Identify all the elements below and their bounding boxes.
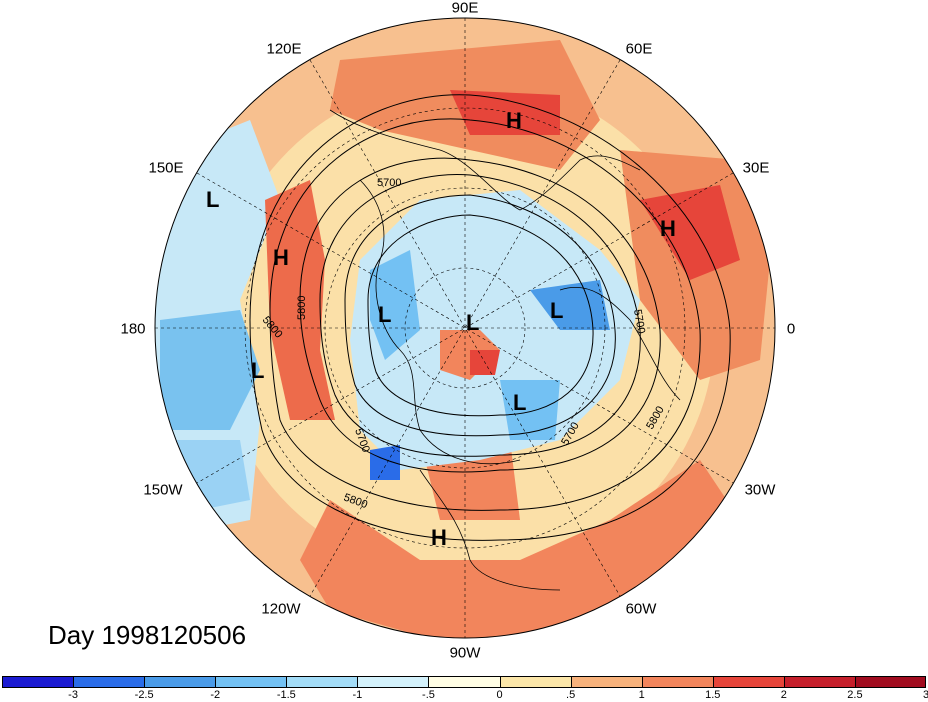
colorbar-segment — [499, 676, 571, 688]
colorbar-segment — [854, 676, 926, 688]
high-marker: H — [431, 525, 447, 550]
colorbar-tick-label: 0 — [496, 689, 503, 701]
colorbar-tick-label: -1 — [352, 689, 363, 701]
low-marker: L — [206, 187, 219, 212]
high-marker: H — [273, 245, 289, 270]
contour-label: 5800 — [296, 296, 308, 320]
high-marker: H — [506, 108, 522, 133]
high-marker: H — [660, 216, 676, 241]
colorbar-segment — [712, 676, 784, 688]
colorbar-tick-label: 2 — [780, 689, 787, 701]
colorbar-segment — [286, 676, 358, 688]
contour-label: 5700 — [631, 308, 647, 334]
lon-label-30e: 30E — [742, 159, 770, 177]
contour-label: 5700 — [377, 177, 401, 189]
colorbar-segment — [428, 676, 500, 688]
colorbar-tick-label: -3 — [68, 689, 78, 701]
colorbar-segment — [641, 676, 713, 688]
lon-label-0: 0 — [786, 320, 796, 338]
colorbar-segment — [783, 676, 855, 688]
height-contours — [249, 94, 731, 541]
lon-label-150e: 150E — [148, 159, 184, 177]
colorbar-segment — [144, 676, 216, 688]
lon-label-180: 180 — [120, 320, 146, 338]
polar-cold-anomaly — [350, 190, 640, 470]
coastlines — [329, 109, 681, 591]
low-marker: L — [550, 298, 563, 323]
graticule — [155, 18, 775, 638]
colorbar-tick-label: 2.5 — [847, 689, 863, 701]
colorbar-segment — [73, 676, 145, 688]
lon-label-120e: 120E — [266, 40, 302, 58]
colorbar-segment — [2, 676, 74, 688]
colorbar-tick-label: 1.5 — [705, 689, 721, 701]
colorbar-segment — [570, 676, 642, 688]
lon-label-150w: 150W — [143, 481, 183, 499]
lon-label-30w: 30W — [744, 481, 776, 499]
lon-label-60w: 60W — [625, 600, 657, 618]
colorbar-segment — [357, 676, 429, 688]
map-boundary — [154, 17, 776, 639]
colorbar-segment — [215, 676, 287, 688]
colorbar-tick-label: -2.5 — [134, 689, 154, 701]
lon-label-90w: 90W — [449, 644, 481, 662]
low-marker: L — [513, 390, 526, 415]
colorbar-tick-label: 3 — [922, 689, 928, 701]
colorbar-tick-label: 1 — [638, 689, 645, 701]
plot-title: Day 1998120506 — [48, 620, 247, 650]
lon-label-90e: 90E — [451, 0, 479, 17]
low-marker: L — [251, 358, 264, 383]
lon-label-60e: 60E — [625, 40, 653, 58]
colorbar-tick-label: -2 — [210, 689, 221, 701]
low-marker: L — [466, 310, 479, 335]
colorbar-tick-label: .5 — [566, 689, 576, 701]
colorbar-tick-label: -.5 — [422, 689, 435, 701]
colorbar-tick-label: -1.5 — [276, 689, 296, 701]
lon-label-120w: 120W — [261, 600, 301, 618]
low-marker: L — [378, 302, 391, 327]
